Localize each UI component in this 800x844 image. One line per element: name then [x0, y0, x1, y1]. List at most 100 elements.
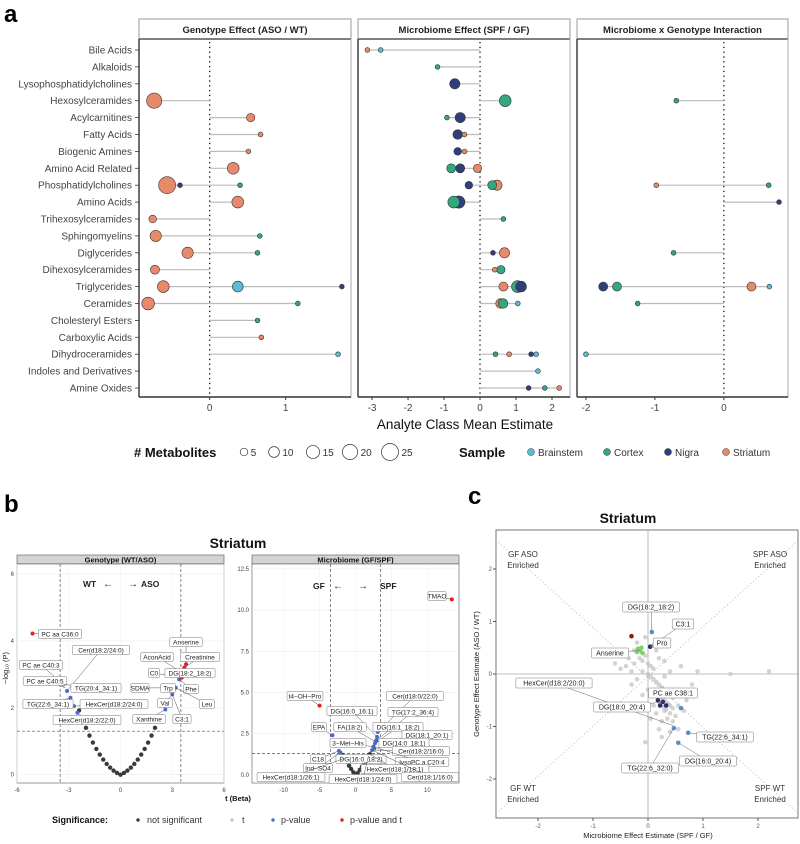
point-label: PC aa C36:0: [41, 632, 79, 639]
volcano-point-ns: [152, 725, 158, 731]
label-box: [515, 677, 593, 689]
data-point-nigra: [528, 351, 534, 357]
point-label: Leu: [202, 702, 213, 709]
x-tick-label: -3: [368, 403, 377, 414]
point-label: SDMA: [131, 686, 150, 693]
legend-swatch-t: [230, 818, 234, 822]
point-label: FA(18:2): [338, 725, 363, 732]
data-point-nigra: [464, 181, 473, 190]
volcano-point-ns: [346, 763, 352, 768]
point-label: Cer(d18:2/24:0): [78, 648, 124, 655]
facet-title: Microbiome (GF/SPF): [317, 556, 394, 565]
point-label: DG(18:1_20:1): [406, 733, 449, 740]
x-axis-title: t (Beta): [225, 794, 251, 803]
y-tick-label: 1: [489, 620, 493, 626]
data-point-cortex: [447, 195, 460, 209]
y-tick-label: 12.5: [237, 567, 249, 573]
data-point-cortex: [237, 182, 243, 188]
data-point-striatum: [461, 148, 468, 155]
size-legend-label: 5: [251, 448, 257, 459]
panel-c-scatter-plot: Striatum -2 -1 0 1 2 -2 -1 0 1 2 GF ASO Enriched SPF …: [472, 510, 800, 840]
point-label: C18: [312, 757, 324, 764]
data-point-nigra: [490, 250, 496, 256]
point-label: TMAO: [428, 594, 447, 601]
volcano-point-ns: [83, 725, 89, 731]
point-label: Anserine: [173, 640, 199, 647]
scatter-point-grey: [629, 669, 634, 674]
legend-swatch-nigra: [664, 448, 672, 456]
quadrant-label: SPF WT: [755, 784, 785, 793]
plot-frame: [138, 38, 352, 398]
data-point-brainstem: [335, 351, 341, 357]
point-label: HexCer(d18:2/24:0): [85, 702, 142, 709]
label-box: [591, 647, 629, 659]
category-label: Dihydroceramides: [51, 350, 132, 361]
scatter-point-grey: [670, 705, 676, 711]
x-tick-label: 0: [721, 403, 727, 414]
x-tick-label: 1: [513, 403, 519, 414]
data-point-striatum: [150, 264, 160, 275]
sample-legend-label: Cortex: [614, 448, 643, 459]
data-point-striatum: [158, 176, 176, 194]
category-label: Lysophosphatidylcholines: [18, 79, 132, 90]
label-box: [372, 722, 424, 732]
category-label: Acylcarnitines: [70, 113, 132, 124]
data-point-brainstem: [583, 351, 589, 357]
scatter-point-grey: [684, 697, 689, 703]
data-point-nigra: [449, 78, 461, 90]
volcano-point-ns: [132, 761, 137, 767]
data-point-cortex: [257, 233, 263, 239]
y-tick-label: 2: [11, 706, 15, 712]
legend-swatch-p: [271, 818, 275, 822]
x-tick-label: 2: [549, 403, 555, 414]
data-point-striatum: [492, 266, 498, 273]
label-box: [180, 652, 220, 662]
label-box: [160, 683, 176, 693]
data-point-nigra: [452, 129, 463, 140]
arrow-left-icon: ←: [333, 581, 343, 592]
data-point-striatum: [746, 281, 757, 292]
category-label: Triglycerides: [76, 282, 132, 293]
scatter-point-grey: [678, 663, 684, 669]
volcano-point-ns: [128, 765, 134, 770]
data-point-striatum: [181, 246, 194, 259]
facet-title: Microbiome Effect (SPF / GF): [399, 25, 530, 36]
label-box: [70, 683, 122, 693]
label-box: [169, 637, 203, 647]
data-point-cortex: [612, 281, 622, 292]
label-box: [392, 746, 450, 756]
point-label: HexCer(d18:1/18:1): [366, 767, 423, 774]
scatter-point-grey: [640, 692, 645, 698]
data-point-striatum: [364, 47, 371, 53]
arrow-right-icon: →: [128, 579, 138, 590]
x-tick-label: -2: [582, 403, 591, 414]
x-tick-label: 3: [171, 788, 175, 794]
data-point-nigra: [177, 182, 183, 188]
point-label: lysoPC a C20:4: [399, 760, 445, 767]
scatter-point-red: [629, 633, 634, 639]
label-box: [622, 601, 680, 613]
data-point-nigra: [515, 280, 527, 293]
x-tick-label: 2: [756, 824, 760, 830]
category-label: Amino Acids: [77, 198, 132, 209]
category-label: Amino Acid Related: [45, 164, 132, 175]
panel-c-title: Striatum: [600, 510, 657, 526]
size-legend-circle: [239, 447, 249, 457]
scatter-point-grey: [656, 655, 662, 661]
data-point-brainstem: [515, 300, 521, 307]
x-tick-label: 0: [207, 403, 213, 414]
scatter-point-grey: [667, 711, 673, 716]
y-tick-label: 0: [489, 672, 493, 678]
point-label: Val: [161, 701, 170, 708]
data-point-cortex: [499, 94, 512, 107]
direction-label-right: SPF: [380, 581, 397, 591]
point-label: AconAcid: [143, 655, 171, 662]
x-tick-label: -1: [650, 403, 659, 414]
data-point-cortex: [500, 216, 507, 222]
point-label: C3:1: [676, 622, 691, 629]
scatter-point-grey: [675, 726, 681, 732]
point-label: TG(22:6_34:1): [27, 702, 69, 709]
scatter-point-grey: [664, 716, 670, 721]
point-label: Cer(d18:2/16:0): [398, 749, 444, 756]
data-point-brainstem: [533, 351, 539, 357]
